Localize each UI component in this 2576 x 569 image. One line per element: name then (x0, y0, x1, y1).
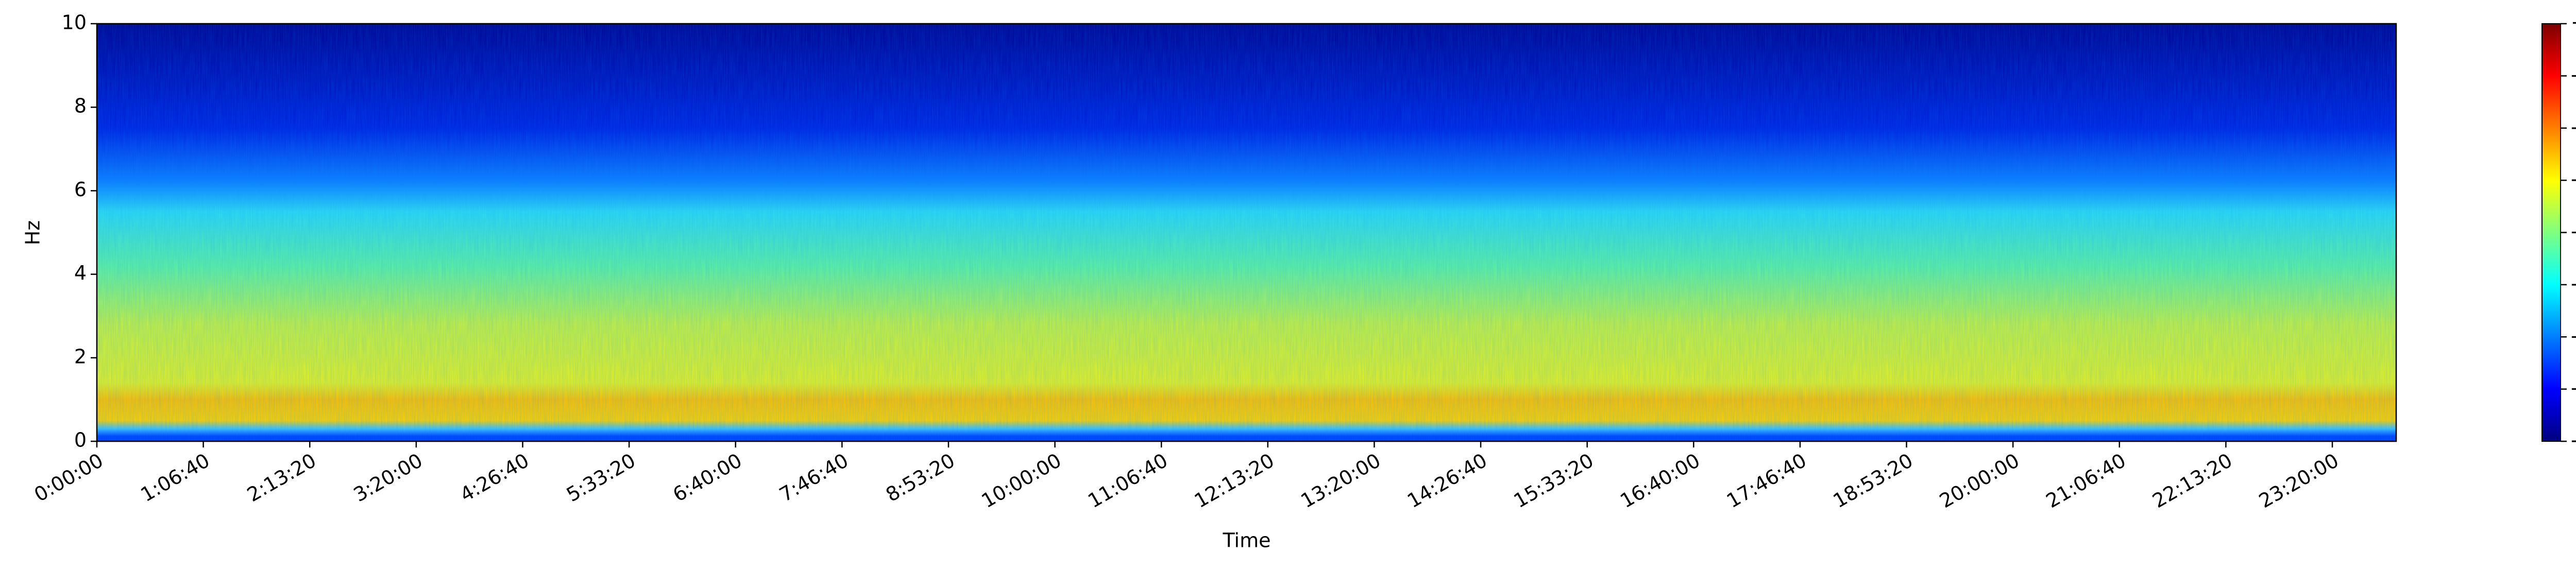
x-tick-label: 1:06:40 (137, 449, 213, 506)
x-tick-label: 4:26:40 (456, 449, 533, 506)
spectrogram-texture (97, 24, 2396, 441)
colorbar-tick-label: +0 dB (2571, 11, 2576, 34)
x-tick-label: 11:06:40 (1084, 449, 1172, 512)
x-tick-label: 2:13:20 (243, 449, 320, 506)
colorbar-tick-label: -50 dB (2571, 272, 2576, 295)
x-tick-label: 22:13:20 (2148, 449, 2236, 512)
x-tick-label: 21:06:40 (2042, 449, 2130, 512)
colorbar-tick-label: -60 dB (2571, 324, 2576, 347)
y-tick-label: 10 (62, 11, 87, 34)
x-tick-label: 15:33:20 (1510, 449, 1598, 512)
x-tick-label: 8:53:20 (882, 449, 959, 506)
colorbar-tick-label: -10 dB (2571, 63, 2576, 86)
colorbar-tick-label: -70 dB (2571, 376, 2576, 399)
x-tick-label: 13:20:00 (1297, 449, 1384, 512)
x-tick-label: 5:33:20 (563, 449, 639, 506)
x-axis-label: Time (1223, 529, 1271, 552)
y-tick-label: 6 (74, 178, 87, 201)
plot-frame (96, 23, 2397, 442)
x-tick-label: 3:20:00 (350, 449, 427, 506)
y-tick-label: 2 (74, 345, 87, 368)
y-tick-label: 8 (74, 95, 87, 117)
x-tick-label: 12:13:20 (1191, 449, 1278, 512)
x-tick-label: 0:00:00 (30, 449, 107, 506)
x-tick-label: 23:20:00 (2255, 449, 2343, 512)
x-tick-label: 7:46:40 (775, 449, 852, 506)
y-tick-label: 4 (74, 262, 87, 284)
x-tick-label: 16:40:00 (1616, 449, 1704, 512)
colorbar-tick-label: -20 dB (2571, 115, 2576, 138)
colorbar (2541, 23, 2561, 442)
colorbar-tick-label: -40 dB (2571, 220, 2576, 243)
y-tick-label: 0 (74, 429, 87, 452)
x-tick-label: 6:40:00 (669, 449, 746, 506)
colorbar-tick-label: -30 dB (2571, 168, 2576, 191)
x-tick-label: 20:00:00 (1936, 449, 2023, 512)
colorbar-tick-label: -80 dB (2571, 429, 2576, 452)
y-axis-label: Hz (22, 220, 44, 246)
x-tick-label: 14:26:40 (1403, 449, 1491, 512)
x-tick-label: 17:46:40 (1723, 449, 1810, 512)
x-tick-label: 10:00:00 (978, 449, 1065, 512)
x-tick-label: 18:53:20 (1829, 449, 1917, 512)
